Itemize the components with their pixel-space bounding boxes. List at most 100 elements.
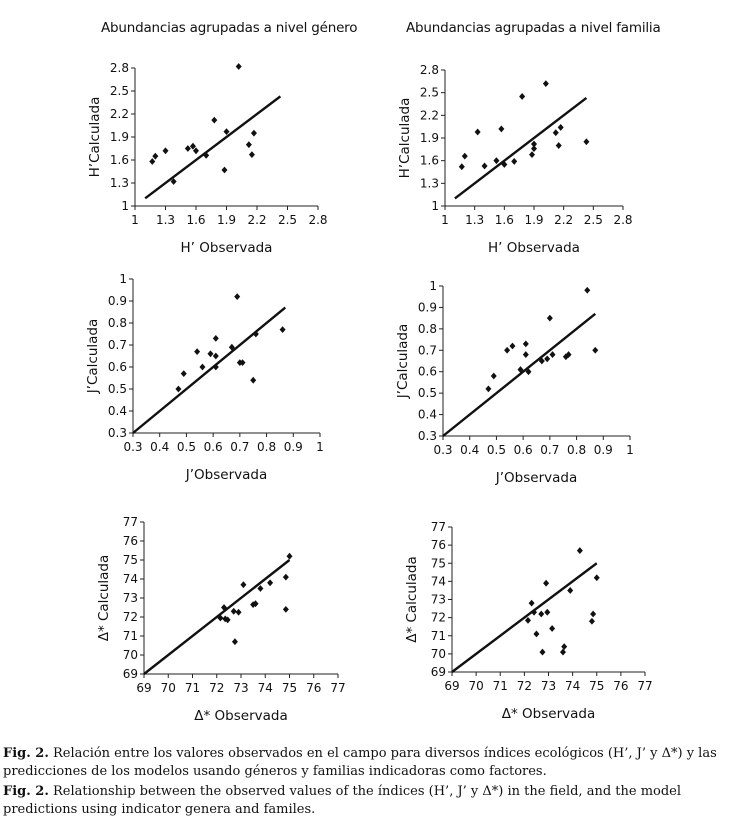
H-familia-data-point xyxy=(511,158,518,165)
H-genero-data-point xyxy=(189,142,196,150)
J-familia-y-tick-label: 0.5 xyxy=(418,386,437,400)
D-familia-data-point xyxy=(549,625,556,632)
H-familia-data-point xyxy=(529,151,536,159)
D-familia-data-point xyxy=(588,617,595,625)
J-familia-y-tick-label: 0.8 xyxy=(418,322,437,336)
H-genero-y-tick-label: 2.5 xyxy=(110,84,129,98)
H-familia-data-point xyxy=(531,145,537,152)
H-familia-data-point xyxy=(474,128,481,136)
D-familia-x-axis-label: Δ* Observada xyxy=(502,706,595,722)
J-genero-y-axis-label: J’Calculada xyxy=(85,319,101,395)
J-familia-y-tick-label: 0.9 xyxy=(418,300,437,314)
H-genero-y-tick-label: 2.8 xyxy=(110,61,129,75)
H-genero-data-point xyxy=(162,147,169,155)
J-familia-data-point xyxy=(490,372,497,380)
J-familia-data-point xyxy=(592,346,599,354)
J-familia-y-tick-label: 0.4 xyxy=(418,408,437,422)
D-familia-data-point xyxy=(543,579,550,587)
D-familia-x-tick-label: 72 xyxy=(517,679,532,693)
J-familia-data-point xyxy=(517,366,524,373)
H-familia-data-point xyxy=(498,125,505,133)
J-familia-data-point xyxy=(546,314,553,322)
H-familia-x-tick-label: 1.6 xyxy=(495,213,514,227)
D-familia-data-point xyxy=(531,608,538,616)
D-familia-data-point xyxy=(593,574,600,582)
J-familia-y-tick-label: 0.6 xyxy=(418,365,437,379)
H-familia-y-tick-label: 2.2 xyxy=(420,108,439,122)
J-familia-data-point xyxy=(549,351,556,358)
D-genero-x-tick-label: 75 xyxy=(282,681,297,695)
H-familia-data-point xyxy=(461,152,468,160)
H-genero-x-tick-label: 1.6 xyxy=(186,213,205,227)
J-familia-data-point xyxy=(565,351,572,358)
H-familia-x-tick-label: 2.8 xyxy=(613,213,632,227)
H-familia-data-point xyxy=(542,80,549,87)
J-genero-data-point xyxy=(180,370,187,377)
H-genero-x-tick-label: 1.9 xyxy=(217,213,236,227)
D-genero-y-tick-label: 73 xyxy=(123,591,138,605)
H-familia-x-tick-label: 1 xyxy=(441,213,449,227)
J-familia-data-point xyxy=(485,385,492,393)
H-familia-data-point xyxy=(519,93,526,100)
H-genero-x-tick-label: 2.2 xyxy=(247,213,266,227)
H-familia-y-tick-label: 1.6 xyxy=(420,154,439,168)
H-genero-x-tick-label: 2.5 xyxy=(278,213,297,227)
D-genero-y-axis-label: Δ* Calculada xyxy=(96,555,112,642)
D-familia-y-tick-label: 75 xyxy=(431,556,446,570)
J-genero-data-point xyxy=(212,335,219,342)
H-familia-data-point xyxy=(493,157,500,165)
J-genero-y-tick-label: 0.5 xyxy=(108,382,127,396)
J-genero-data-point xyxy=(194,348,201,355)
D-familia-data-point xyxy=(544,608,551,616)
D-genero-y-tick-label: 72 xyxy=(123,610,138,624)
J-familia-x-tick-label: 0.8 xyxy=(567,443,586,457)
D-familia-data-point xyxy=(524,616,531,624)
J-familia-x-tick-label: 0.9 xyxy=(594,443,613,457)
J-genero-y-tick-label: 0.4 xyxy=(108,404,127,418)
H-familia-data-point xyxy=(481,162,488,170)
H-familia-x-tick-label: 1.3 xyxy=(465,213,484,227)
J-familia-fit-line xyxy=(442,312,597,437)
H-familia-x-axis-label: H’ Observada xyxy=(488,240,580,256)
J-familia-y-tick-label: 0.7 xyxy=(418,343,437,357)
D-genero-y-tick-label: 71 xyxy=(123,629,138,643)
J-familia-y-axis-label: J’Calculada xyxy=(395,324,411,400)
D-genero-x-tick-label: 77 xyxy=(330,681,345,695)
J-genero-data-point xyxy=(250,376,257,384)
caption-es-text: Relación entre los valores observados en… xyxy=(3,746,717,779)
J-genero-data-point xyxy=(252,330,259,338)
J-genero-data-point xyxy=(212,363,219,371)
H-familia-x-tick-label: 2.5 xyxy=(584,213,603,227)
J-genero-data-point xyxy=(234,293,241,300)
H-genero-data-point xyxy=(211,116,218,124)
J-genero-x-tick-label: 0.8 xyxy=(257,440,276,454)
D-genero-x-tick-label: 71 xyxy=(185,681,200,695)
H-genero-data-point xyxy=(245,141,252,149)
D-familia-data-point xyxy=(567,587,574,594)
H-familia-data-point xyxy=(552,129,559,137)
D-genero-x-tick-label: 70 xyxy=(161,681,176,695)
J-familia-x-tick-label: 0.4 xyxy=(460,443,479,457)
J-genero-y-tick-label: 0.8 xyxy=(108,316,127,330)
D-familia-y-tick-label: 69 xyxy=(431,665,446,679)
J-genero-y-tick-label: 0.3 xyxy=(108,426,127,440)
D-genero-fit-line xyxy=(143,559,291,675)
D-familia-y-axis-label: Δ* Calculada xyxy=(404,556,420,643)
J-genero-x-tick-label: 0.7 xyxy=(230,440,249,454)
D-familia-y-tick-label: 74 xyxy=(431,574,446,588)
D-familia-x-tick-label: 73 xyxy=(541,679,556,693)
D-familia-x-tick-label: 76 xyxy=(613,679,628,693)
J-genero-y-tick-label: 1 xyxy=(119,272,127,286)
J-familia-data-point xyxy=(504,346,511,354)
D-genero-data-point xyxy=(235,608,242,616)
D-familia-x-tick-label: 74 xyxy=(565,679,580,693)
H-genero-data-point xyxy=(203,152,210,159)
H-familia-y-tick-label: 1.3 xyxy=(420,176,439,190)
D-genero-data-point xyxy=(282,606,289,613)
J-familia-data-point xyxy=(522,340,529,348)
J-genero-x-tick-label: 0.4 xyxy=(150,440,169,454)
J-genero-data-point xyxy=(239,359,246,366)
J-familia-y-tick-label: 0.3 xyxy=(418,429,437,443)
D-genero-x-tick-label: 74 xyxy=(258,681,273,695)
D-genero-data-point xyxy=(257,585,264,592)
